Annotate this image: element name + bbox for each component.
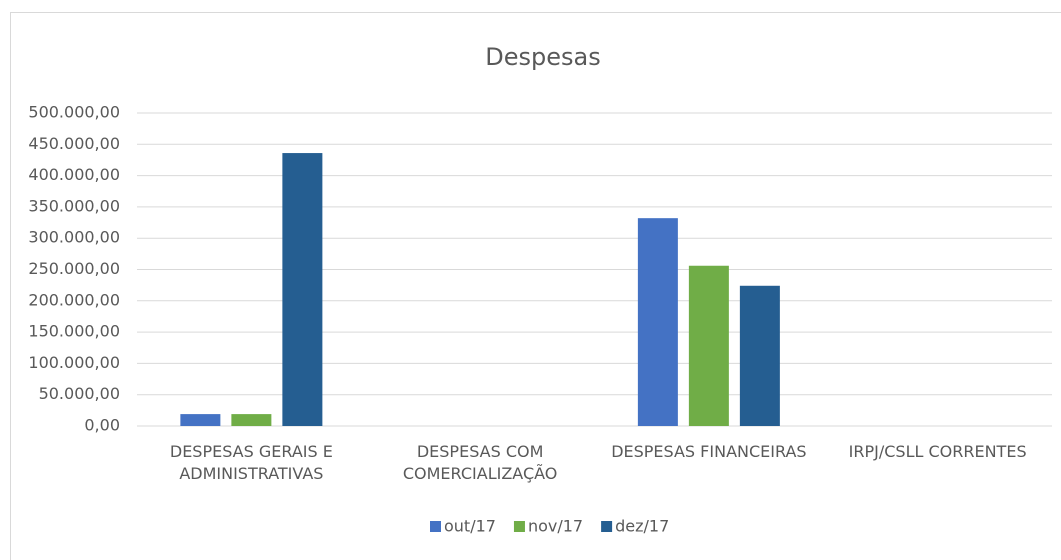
y-tick-label: 400.000,00 (28, 165, 120, 184)
legend-swatch (430, 521, 441, 532)
y-tick-label: 0,00 (84, 416, 120, 435)
legend-label: out/17 (444, 517, 496, 536)
y-tick-label: 350.000,00 (28, 196, 120, 215)
bar (637, 218, 678, 426)
y-tick-label: 250.000,00 (28, 259, 120, 278)
chart-title: Despesas (485, 43, 600, 71)
y-tick-label: 50.000,00 (39, 384, 120, 403)
y-tick-label: 450.000,00 (28, 134, 120, 153)
chart-frame (10, 12, 1061, 560)
y-tick-label: 150.000,00 (28, 322, 120, 341)
x-tick-label: DESPESAS GERAIS E ADMINISTRATIVAS (169, 442, 333, 483)
x-tick-label: DESPESAS FINANCEIRAS (611, 442, 807, 461)
bar (231, 414, 272, 426)
bar (282, 153, 323, 426)
bar (180, 414, 221, 426)
legend-label: nov/17 (528, 517, 583, 536)
legend-swatch (601, 521, 613, 532)
x-tick-label: IRPJ/CSLL CORRENTES (848, 442, 1027, 461)
y-tick-label: 500.000,00 (28, 103, 120, 122)
legend-swatch (513, 521, 525, 532)
legend-label: dez/17 (615, 517, 669, 536)
bar (688, 265, 729, 426)
bar (739, 285, 780, 426)
y-tick-label: 200.000,00 (28, 290, 120, 309)
x-tick-label: DESPESAS COM COMERCIALIZAÇÃO (402, 442, 558, 483)
y-tick-label: 300.000,00 (28, 228, 120, 247)
y-tick-label: 100.000,00 (28, 353, 120, 372)
